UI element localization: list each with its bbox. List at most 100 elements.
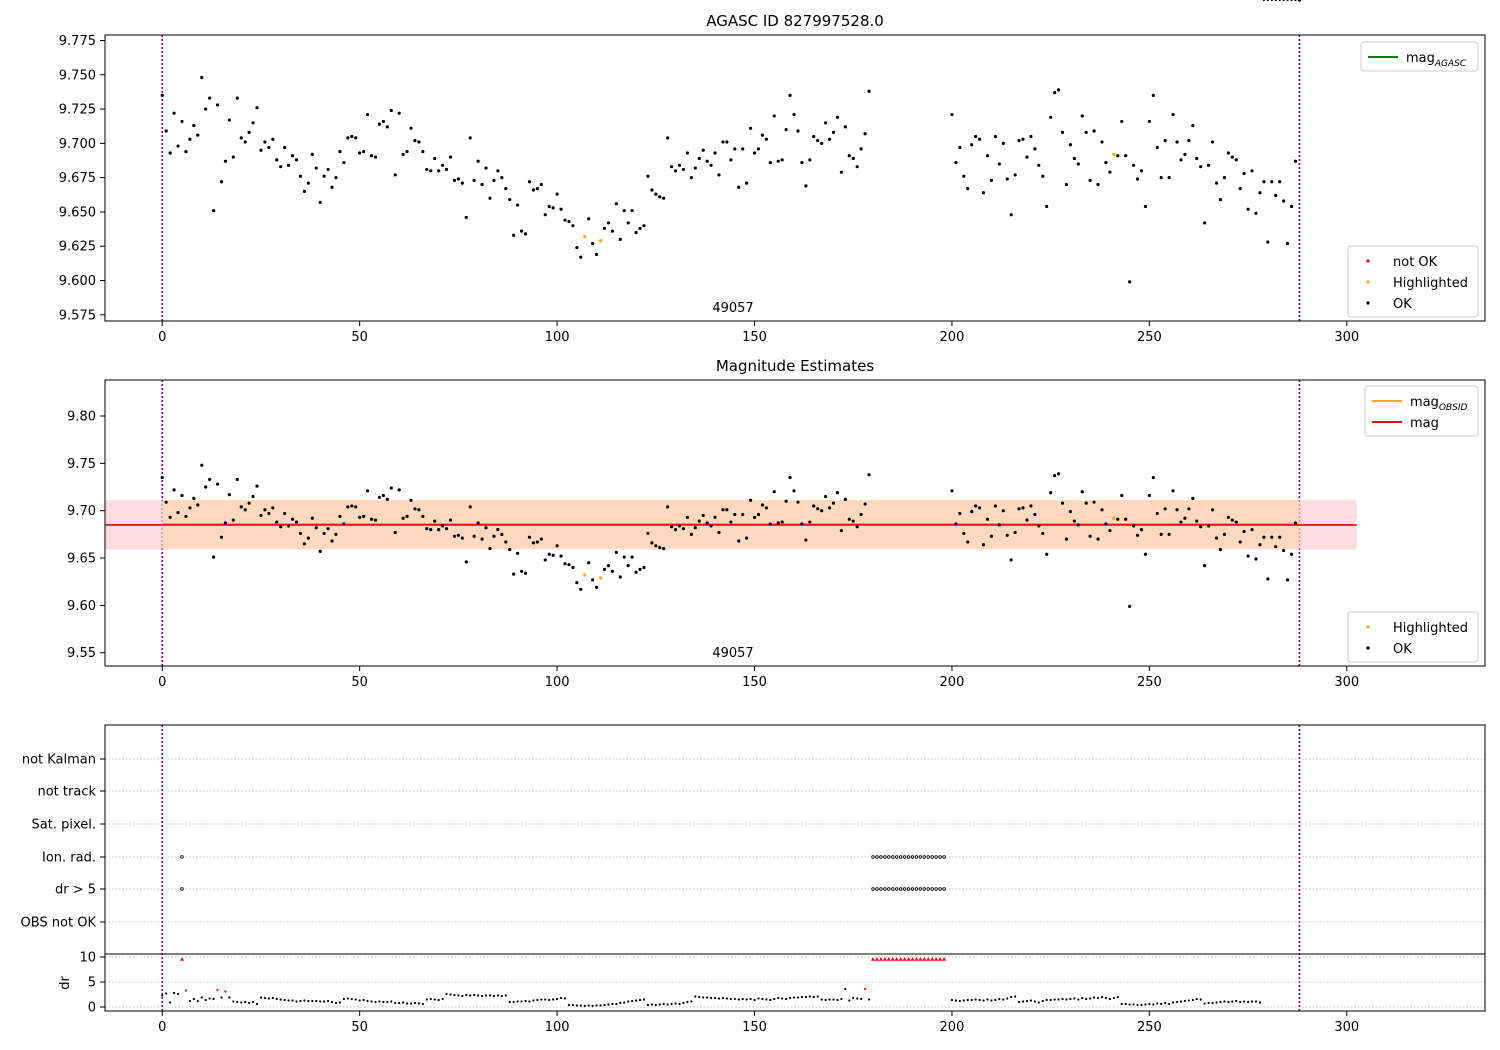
panel-1-point-ok — [1072, 156, 1076, 161]
panel-1-point-ok — [962, 174, 966, 178]
dr-point — [571, 1003, 574, 1007]
dr-point-not-ok — [216, 988, 219, 992]
panel-1-point-ok — [1234, 158, 1238, 162]
panel-1-point-ok — [1096, 182, 1100, 187]
panel-1-point-ok — [997, 162, 1001, 166]
panel-1-point-ok — [365, 112, 370, 117]
panel-2-annotation: 49057 — [712, 646, 753, 661]
panel-1-point-ok — [527, 180, 532, 184]
panel-1-point-ok — [748, 126, 753, 130]
panel-1-ytick-label: 9.750 — [59, 68, 96, 83]
panel-1-point-ok — [255, 106, 259, 110]
panel-2-point-ok — [974, 504, 978, 508]
panel-1-point-ok — [314, 166, 318, 170]
dr-point — [255, 1002, 259, 1006]
panel-2-point-ok — [235, 477, 239, 482]
panel-1-xtick-label: 300 — [1334, 330, 1359, 345]
dr-point — [808, 995, 811, 998]
dr-point — [1290, 0, 1293, 2]
panel-1-point-ok — [733, 147, 737, 151]
panel-2-point-ok — [824, 494, 828, 499]
flag-marker — [906, 887, 911, 891]
dr-point — [429, 997, 432, 1001]
dr-point — [1152, 1003, 1155, 1006]
dr-point — [1274, 0, 1277, 2]
panel-2-point-ok — [1096, 537, 1100, 541]
panel-2-point-ok — [1199, 525, 1203, 529]
panel-2-point-ok — [1266, 577, 1270, 581]
panel-2-status-legend-label: OK — [1393, 642, 1412, 657]
panel-2-point-ok — [452, 534, 457, 538]
panel-2-point-ok — [326, 527, 330, 531]
panel-1-point-ok — [650, 188, 654, 192]
dr-point — [382, 1000, 385, 1004]
panel-1-ytick-label: 9.625 — [59, 240, 96, 255]
panel-1-point-ok — [626, 221, 630, 225]
panel-2-point-ok — [472, 534, 476, 538]
panel-2-point-ok — [1274, 545, 1278, 549]
panel-1-point-ok — [1084, 130, 1088, 134]
flag-marker — [938, 855, 942, 859]
panel-1-point-ok — [851, 156, 855, 161]
dr-point — [453, 993, 456, 997]
panel-2-point-ok — [1064, 537, 1069, 541]
dr-point — [402, 1001, 405, 1004]
dr-point — [196, 999, 199, 1003]
dr-point — [433, 998, 436, 1001]
dr-point — [1045, 998, 1048, 1002]
panel-1-legend-frame — [1360, 41, 1479, 72]
dr-point — [729, 997, 732, 1001]
dr-point — [1187, 999, 1190, 1002]
panel-2-point-ok — [1242, 529, 1246, 534]
panel-2-point-ok — [981, 543, 986, 547]
dr-point — [650, 1003, 653, 1006]
panel-2-point-ok — [188, 506, 192, 510]
flag-marker — [894, 855, 899, 859]
panel-1-point-ok — [1222, 176, 1226, 180]
dr-point — [1235, 999, 1238, 1003]
panel-1-point-ok — [606, 221, 611, 225]
panel-2-xtick-label: 150 — [742, 675, 767, 690]
panel-2-point-ok — [409, 498, 413, 502]
dr-point — [1108, 997, 1111, 1001]
panel-2-point-ok — [298, 531, 303, 536]
panel-1-point-ok — [1060, 130, 1065, 134]
dr-point — [405, 1002, 409, 1005]
panel-1-point-ok — [559, 207, 563, 211]
panel-2-legend-label-subscript: OBSID — [1439, 403, 1468, 413]
dr-point — [488, 994, 492, 997]
panel-2-point-ok — [389, 486, 393, 490]
panel-1-status-legend-marker — [1366, 280, 1370, 284]
flag-marker — [918, 887, 923, 891]
dr-point — [520, 1000, 523, 1003]
panel-1-point-ok — [1258, 191, 1262, 195]
panel-1-point-ok — [1246, 207, 1250, 211]
panel-2-point-ok — [1049, 491, 1053, 495]
flag-marker — [914, 887, 919, 891]
panel-2-status-legend-label-text: OK — [1393, 642, 1412, 657]
panel-2-point-ok — [306, 536, 310, 540]
dr-point — [962, 999, 965, 1002]
panel-2-point-ok — [516, 551, 520, 555]
dr-point — [678, 1002, 681, 1006]
dr-point — [1124, 1002, 1127, 1006]
panel-1-point-ok — [760, 133, 765, 137]
panel-2-point-ok — [1100, 508, 1104, 512]
dr-point — [1049, 998, 1052, 1002]
dr-point — [1183, 999, 1187, 1003]
dr-point — [769, 998, 772, 1002]
panel-2-point-ok — [437, 528, 441, 532]
dr-point — [1041, 999, 1044, 1003]
dr-point — [824, 998, 827, 1002]
panel-2-point-ok — [1092, 500, 1096, 504]
panel-1-point-ok — [602, 226, 607, 231]
panel-1-point-ok — [1262, 180, 1266, 184]
panel-2-point-ok — [950, 489, 954, 493]
panel-1-point-ok — [496, 169, 500, 173]
panel-1-point-ok — [1274, 193, 1278, 198]
dr-point — [544, 998, 547, 1001]
panel-2-point-ok — [1254, 557, 1258, 561]
dr-point-not-ok — [863, 987, 867, 991]
dr-point — [737, 998, 740, 1001]
dr-point-capped — [878, 957, 883, 961]
